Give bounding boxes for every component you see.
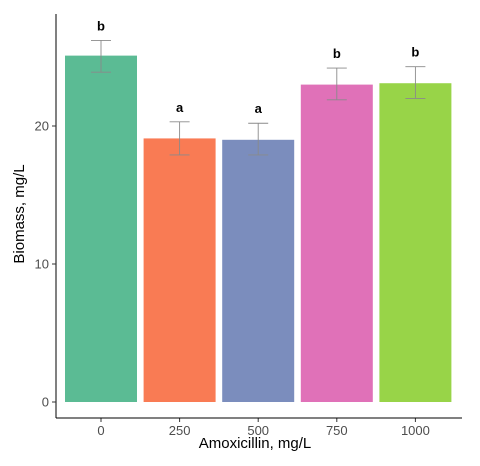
significance-label-500: a [255, 101, 263, 116]
x-axis-title: Amoxicillin, mg/L [199, 435, 312, 452]
x-tick-label-0: 0 [97, 423, 104, 438]
x-tick-label-250: 250 [169, 423, 191, 438]
error-bar-1000 [405, 66, 426, 99]
significance-label-1000: b [411, 45, 419, 60]
bar-500 [222, 139, 295, 403]
y-axis: 0 10 20 [35, 14, 57, 418]
y-axis-title: Biomass, mg/L [11, 164, 28, 263]
x-tick-label-1000: 1000 [401, 423, 430, 438]
bar-750 [300, 84, 373, 402]
error-bar-750 [326, 67, 347, 101]
bar-0 [65, 55, 137, 403]
y-tick-label-20: 20 [35, 119, 49, 134]
significance-label-250: a [176, 100, 184, 115]
significance-label-750: b [333, 46, 341, 61]
x-tick-label-500: 500 [247, 423, 269, 438]
bars-layer [65, 55, 452, 403]
error-bars-layer [91, 39, 426, 156]
bar-1000 [379, 83, 452, 402]
significance-label-0: b [97, 18, 105, 33]
x-axis: 0 250 500 750 1000 [56, 417, 462, 438]
significance-labels-layer: b a a b b [97, 18, 419, 116]
y-tick-label-10: 10 [35, 257, 49, 272]
y-tick-label-0: 0 [42, 395, 49, 410]
error-bar-0 [91, 39, 111, 73]
error-bar-250 [169, 121, 190, 156]
error-bar-500 [248, 122, 269, 156]
bar-250 [143, 138, 216, 403]
x-tick-label-750: 750 [326, 423, 348, 438]
